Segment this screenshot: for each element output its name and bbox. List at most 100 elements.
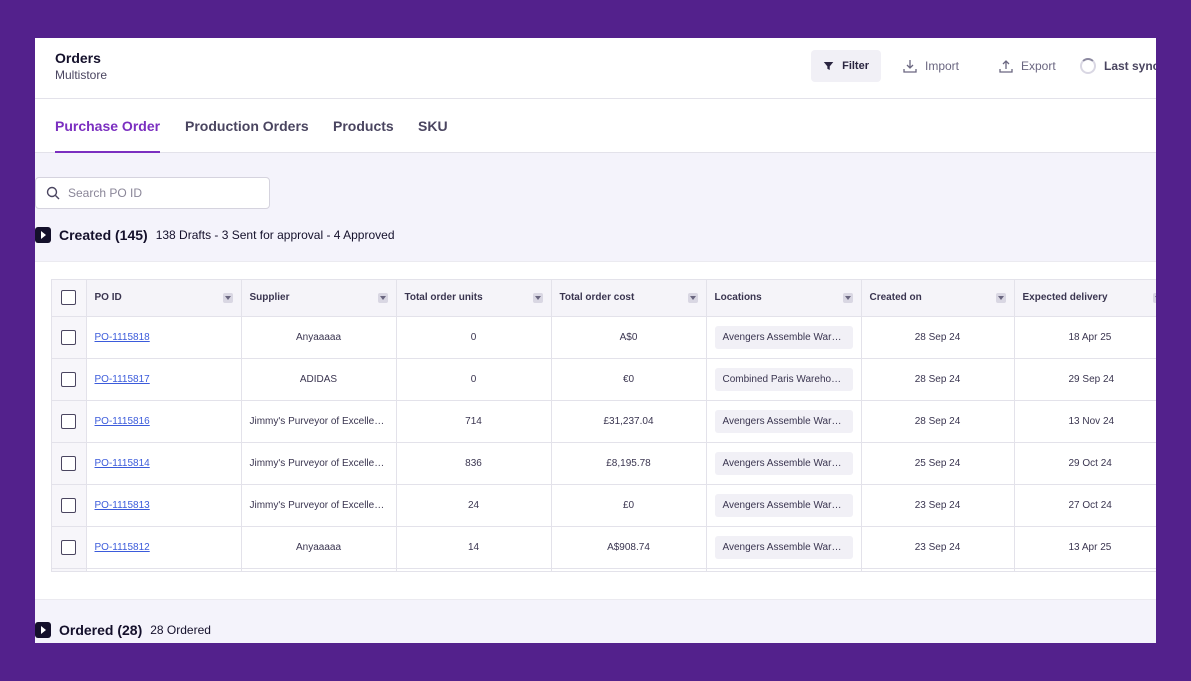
units-cell: 0 — [396, 316, 552, 359]
po-id-cell: PO-1115814 — [86, 442, 242, 485]
table-row-partial — [52, 568, 1156, 571]
tab-production-orders[interactable]: Production Orders — [185, 118, 309, 134]
sync-label: Last sync — [1104, 59, 1156, 73]
tab-bar: Purchase Order Production Orders Product… — [35, 99, 1156, 153]
cost-cell: £8,195.78 — [551, 442, 707, 485]
po-id-link[interactable]: PO-1115817 — [94, 373, 150, 385]
upload-icon — [999, 60, 1013, 73]
po-id-link[interactable]: PO-1115813 — [94, 499, 150, 511]
location-cell: Avengers Assemble Warehouse — [706, 316, 862, 359]
filter-label: Filter — [842, 60, 869, 72]
row-select-cell — [52, 400, 87, 443]
table-row: PO-1115816 Jimmy's Purveyor of Excellenc… — [52, 400, 1156, 443]
created-summary: 138 Drafts - 3 Sent for approval - 4 App… — [155, 228, 395, 242]
supplier-cell: Anyaaaaa — [241, 316, 397, 359]
cost-cell: €0 — [551, 358, 707, 401]
created-cell: 28 Sep 24 — [861, 400, 1015, 443]
tab-products[interactable]: Products — [333, 118, 394, 134]
cost-cell: £31,237.04 — [551, 400, 707, 443]
column-header-supplier[interactable]: Supplier — [241, 280, 397, 317]
table-row: PO-1115813 Jimmy's Purveyor of Excellenc… — [52, 484, 1156, 527]
filter-button[interactable]: Filter — [811, 50, 881, 82]
po-id-link[interactable]: PO-1115814 — [94, 457, 150, 469]
expected-cell: 18 Apr 25 — [1014, 316, 1156, 359]
tab-sku[interactable]: SKU — [418, 118, 448, 134]
header-bar: Orders Multistore Filter Import Export L… — [35, 38, 1156, 99]
supplier-cell: Jimmy's Purveyor of Excellence — [241, 400, 397, 443]
select-all-checkbox[interactable] — [61, 290, 77, 306]
search-icon — [46, 186, 60, 200]
column-menu-icon[interactable] — [532, 293, 543, 303]
row-select-cell — [52, 358, 87, 401]
sync-spinner-icon — [1080, 58, 1096, 74]
row-select-cell — [52, 526, 87, 569]
column-header-po-id[interactable]: PO ID — [86, 280, 242, 317]
search-input[interactable] — [68, 186, 248, 200]
collapse-toggle-icon[interactable] — [35, 622, 51, 638]
expected-cell: 27 Oct 24 — [1014, 484, 1156, 527]
column-menu-icon[interactable] — [687, 293, 698, 303]
column-menu-icon[interactable] — [222, 293, 233, 303]
import-button[interactable]: Import — [891, 50, 971, 82]
location-cell: Avengers Assemble Warehouse — [706, 442, 862, 485]
cost-cell: A$0 — [551, 316, 707, 359]
import-label: Import — [925, 59, 960, 73]
created-title: Created (145) — [59, 227, 148, 243]
page-subtitle: Multistore — [55, 68, 108, 82]
row-checkbox[interactable] — [61, 497, 77, 513]
row-checkbox[interactable] — [61, 539, 77, 555]
po-id-link[interactable]: PO-1115812 — [94, 541, 150, 553]
table-row: PO-1115818 Anyaaaaa 0 A$0 Avengers Assem… — [52, 316, 1156, 359]
column-header-created-on[interactable]: Created on — [861, 280, 1015, 317]
supplier-cell: Jimmy's Purveyor of Excellence — [241, 442, 397, 485]
column-header-total-units[interactable]: Total order units — [396, 280, 552, 317]
row-checkbox[interactable] — [61, 329, 77, 345]
location-chip: Avengers Assemble Warehouse — [714, 535, 853, 559]
row-checkbox[interactable] — [61, 413, 77, 429]
supplier-cell: ADIDAS — [241, 358, 397, 401]
po-id-link[interactable]: PO-1115816 — [94, 415, 150, 427]
column-header-total-cost[interactable]: Total order cost — [551, 280, 707, 317]
column-header-expected-delivery[interactable]: Expected delivery — [1014, 280, 1156, 317]
column-menu-icon[interactable] — [995, 293, 1006, 303]
location-cell: Combined Paris Warehouse — [706, 358, 862, 401]
expected-cell: 29 Oct 24 — [1014, 442, 1156, 485]
download-icon — [903, 60, 917, 73]
cost-cell: £0 — [551, 484, 707, 527]
row-select-cell — [52, 442, 87, 485]
column-menu-icon[interactable] — [377, 293, 388, 303]
po-id-cell: PO-1115817 — [86, 358, 242, 401]
po-id-link[interactable]: PO-1115818 — [94, 331, 150, 343]
supplier-cell: Anyaaaaa — [241, 526, 397, 569]
cost-cell: A$908.74 — [551, 526, 707, 569]
expected-cell: 13 Apr 25 — [1014, 526, 1156, 569]
export-label: Export — [1021, 59, 1056, 73]
location-cell: Avengers Assemble Warehouse — [706, 400, 862, 443]
column-menu-icon[interactable] — [1152, 293, 1156, 303]
tab-purchase-order[interactable]: Purchase Order — [55, 99, 161, 153]
location-chip: Avengers Assemble Warehouse — [714, 493, 853, 517]
created-cell: 28 Sep 24 — [861, 358, 1015, 401]
app-window: Orders Multistore Filter Import Export L… — [35, 38, 1156, 643]
search-box — [35, 177, 270, 209]
table-row: PO-1115812 Anyaaaaa 14 A$908.74 Avengers… — [52, 526, 1156, 569]
units-cell: 14 — [396, 526, 552, 569]
created-section-header[interactable]: Created (145) 138 Drafts - 3 Sent for ap… — [35, 227, 395, 243]
export-button[interactable]: Export — [987, 50, 1068, 82]
po-id-cell: PO-1115818 — [86, 316, 242, 359]
column-menu-icon[interactable] — [842, 293, 853, 303]
location-chip: Avengers Assemble Warehouse — [714, 325, 853, 349]
column-header-locations[interactable]: Locations — [706, 280, 862, 317]
row-checkbox[interactable] — [61, 371, 77, 387]
po-id-cell: PO-1115812 — [86, 526, 242, 569]
collapse-toggle-icon[interactable] — [35, 227, 51, 243]
table-row: PO-1115814 Jimmy's Purveyor of Excellenc… — [52, 442, 1156, 485]
units-cell: 0 — [396, 358, 552, 401]
row-checkbox[interactable] — [61, 455, 77, 471]
ordered-summary: 28 Ordered — [150, 623, 211, 637]
row-select-cell — [52, 484, 87, 527]
units-cell: 24 — [396, 484, 552, 527]
expected-cell: 13 Nov 24 — [1014, 400, 1156, 443]
ordered-section-header[interactable]: Ordered (28) 28 Ordered — [35, 622, 211, 638]
location-cell: Avengers Assemble Warehouse — [706, 526, 862, 569]
